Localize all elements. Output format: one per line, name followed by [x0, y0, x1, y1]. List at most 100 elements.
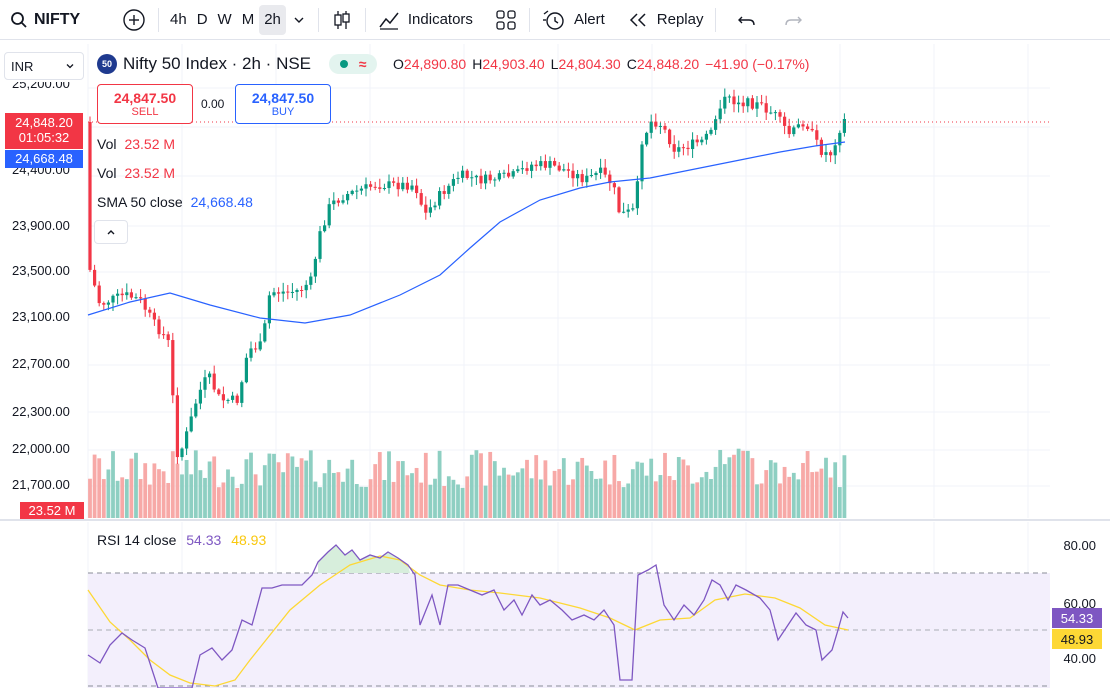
- volume-bar: [313, 481, 318, 518]
- candle-body: [760, 102, 764, 104]
- volume-bar: [290, 456, 295, 518]
- candle-body: [244, 357, 248, 383]
- alert-button[interactable]: Alert: [536, 5, 611, 35]
- buy-button[interactable]: 24,847.50 BUY: [235, 84, 331, 124]
- candle-body: [732, 96, 736, 105]
- layouts-button[interactable]: [489, 5, 523, 35]
- candle-body: [263, 323, 267, 342]
- price-tick: 22,700.00: [12, 356, 70, 371]
- volume-bar: [428, 484, 433, 518]
- undo-button[interactable]: [730, 5, 764, 35]
- volume-bar: [134, 452, 138, 518]
- market-status[interactable]: ≈: [329, 54, 378, 74]
- volume-bar: [571, 479, 575, 518]
- rsi-legend[interactable]: RSI 14 close 54.33 48.93: [97, 532, 266, 548]
- volume-bar: [331, 472, 336, 518]
- volume-bar: [281, 472, 286, 518]
- top-toolbar: NIFTY 4h D W M 2h Indicators Alert: [0, 0, 1110, 40]
- study-value: 23.52 M: [124, 136, 176, 152]
- volume-bar: [759, 483, 764, 518]
- interval-2h[interactable]: 2h: [259, 4, 286, 35]
- symbol-search[interactable]: NIFTY: [0, 5, 112, 35]
- study-volume-2[interactable]: Vol 23.52 M: [97, 165, 175, 181]
- candle-body: [635, 181, 639, 209]
- study-sma[interactable]: SMA 50 close 24,668.48: [97, 194, 253, 210]
- candle-body: [709, 129, 713, 134]
- rsi-ma-line: [87, 555, 849, 687]
- volume-bar: [750, 458, 755, 518]
- candle-body: [755, 102, 759, 109]
- study-label: Vol: [97, 136, 117, 152]
- candle-body: [737, 102, 741, 105]
- currency-select[interactable]: INR: [4, 52, 84, 80]
- volume-bar: [621, 487, 626, 518]
- volume-bar: [607, 484, 612, 518]
- volume-bar: [235, 487, 240, 518]
- candle-body: [148, 309, 152, 313]
- interval-4h[interactable]: 4h: [170, 11, 187, 28]
- candle-body: [502, 172, 506, 174]
- collapse-legend-button[interactable]: [94, 220, 128, 244]
- candle-body: [221, 394, 225, 401]
- chart-type-button[interactable]: [325, 5, 359, 35]
- volume-bar: [180, 474, 184, 518]
- study-volume-1[interactable]: Vol 23.52 M: [97, 136, 175, 152]
- volume-bar: [189, 474, 194, 518]
- candle-body: [346, 193, 350, 201]
- candle-body: [746, 98, 750, 107]
- interval-d[interactable]: D: [196, 11, 208, 28]
- candle-body: [631, 208, 635, 210]
- candle-body: [548, 161, 552, 168]
- candle-body: [824, 152, 828, 155]
- candles-icon: [334, 10, 350, 29]
- volume-bar: [833, 462, 838, 518]
- candle-body: [599, 167, 603, 173]
- volume-bar: [681, 459, 686, 518]
- interval-w[interactable]: W: [217, 11, 232, 28]
- volume-bar: [433, 478, 437, 518]
- candle-body: [208, 373, 212, 378]
- candle-body: [461, 170, 465, 178]
- sell-button[interactable]: 24,847.50 SELL: [97, 84, 193, 124]
- buy-price: 24,847.50: [251, 90, 315, 106]
- volume-bar: [635, 461, 640, 518]
- candle-body: [626, 209, 630, 212]
- indicators-button[interactable]: Indicators: [372, 5, 479, 35]
- redo-button[interactable]: [776, 5, 810, 35]
- volume-bar: [364, 486, 368, 518]
- compare-button[interactable]: [116, 5, 152, 35]
- candle-body: [286, 291, 290, 293]
- rsi-ma-tag: 48.93: [1052, 629, 1102, 649]
- candle-body: [658, 125, 662, 127]
- volume-bar: [561, 458, 566, 518]
- candle-body: [525, 168, 529, 171]
- volume-bar: [318, 487, 322, 518]
- candle-body: [769, 112, 773, 114]
- pane-separator[interactable]: [0, 519, 1110, 521]
- replay-button[interactable]: Replay: [621, 5, 710, 35]
- candle-body: [438, 191, 442, 206]
- candle-body: [589, 175, 593, 177]
- candle-body: [309, 276, 313, 285]
- volume-bar: [796, 479, 801, 518]
- volume-bar: [216, 487, 221, 518]
- candle-body: [116, 293, 120, 296]
- interval-m[interactable]: M: [241, 11, 255, 28]
- volume-bar: [115, 480, 120, 518]
- volume-bar: [419, 482, 424, 518]
- volume-bar: [814, 471, 819, 518]
- price-tick: 23,500.00: [12, 263, 70, 278]
- interval-dropdown[interactable]: [286, 5, 312, 35]
- rewind-icon: [629, 12, 646, 27]
- volume-bar: [686, 465, 690, 518]
- replay-label: Replay: [656, 11, 704, 28]
- symbol-title[interactable]: Nifty 50 Index · 2h · NSE: [123, 54, 312, 73]
- candle-body: [88, 122, 92, 270]
- volume-bar: [722, 464, 727, 518]
- candle-body: [272, 292, 276, 296]
- candle-body: [465, 170, 469, 178]
- candle-body: [355, 190, 359, 192]
- rsi-tick: 60.00: [1063, 596, 1096, 611]
- candle-body: [801, 124, 805, 127]
